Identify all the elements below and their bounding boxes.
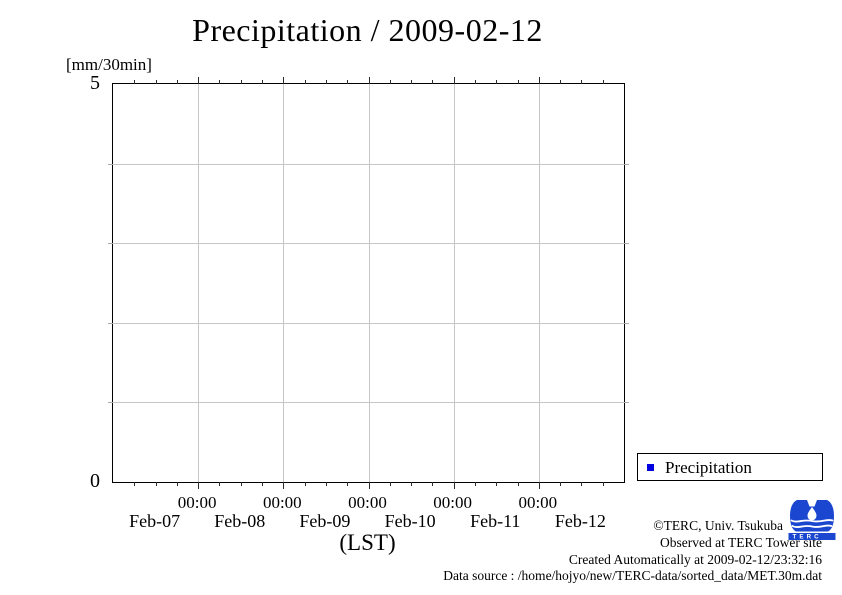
x-major-tick-bottom: [198, 482, 200, 489]
x-minor-tick-bottom: [240, 482, 242, 486]
x-day-label: Feb-12: [554, 511, 606, 531]
x-minor-tick-bottom: [602, 482, 604, 486]
x-minor-tick-top: [262, 80, 264, 84]
x-minor-tick-top: [347, 80, 349, 84]
terc-logo: TERC: [788, 500, 836, 540]
y-grid-stub-right: [624, 322, 629, 324]
x-tick-label: 00:00: [518, 493, 558, 512]
x-minor-tick-bottom: [262, 482, 264, 486]
x-day-label: Feb-10: [384, 511, 436, 531]
y-grid-stub-left: [108, 402, 113, 404]
x-minor-tick-top: [496, 80, 498, 84]
created-timestamp-text: Created Automatically at 2009-02-12/23:3…: [568, 552, 822, 567]
y-gridline: [113, 322, 624, 324]
x-minor-tick-top: [411, 80, 413, 84]
x-minor-tick-top: [304, 80, 306, 84]
x-major-tick-bottom: [283, 482, 285, 489]
x-minor-tick-bottom: [474, 482, 476, 486]
x-major-tick-top: [283, 77, 285, 84]
copyright-text: ©TERC, Univ. Tsukuba: [653, 518, 783, 533]
x-tick-label: 00:00: [177, 493, 217, 512]
y-tick-label-max: 5: [90, 72, 100, 94]
legend-marker-precipitation: [647, 463, 654, 471]
x-tick-label: 00:00: [348, 493, 387, 512]
x-minor-tick-top: [134, 80, 136, 84]
observed-site-text: Observed at TERC Tower site: [659, 535, 822, 550]
x-minor-tick-bottom: [219, 482, 221, 486]
x-minor-tick-bottom: [560, 482, 562, 486]
y-grid-stub-left: [108, 243, 113, 245]
x-major-tick-top: [368, 77, 370, 84]
x-tick-label: 00:00: [262, 493, 302, 512]
x-minor-tick-bottom: [411, 482, 413, 486]
x-minor-tick-top: [602, 80, 604, 84]
terc-logo-text: TERC: [793, 534, 822, 540]
x-minor-tick-top: [560, 80, 562, 84]
legend-label-precipitation: Precipitation: [665, 457, 752, 477]
x-tick-label: 00:00: [433, 493, 473, 512]
y-gridline: [113, 402, 624, 404]
y-grid-stub-right: [624, 402, 629, 404]
x-minor-tick-top: [389, 80, 391, 84]
y-gridline: [113, 163, 624, 165]
x-minor-tick-bottom: [517, 482, 519, 486]
x-minor-tick-top: [432, 80, 434, 84]
x-minor-tick-top: [240, 80, 242, 84]
y-grid-stub-right: [624, 163, 629, 165]
x-major-gridline: [198, 84, 200, 482]
y-gridline: [113, 243, 624, 245]
x-major-tick-bottom: [538, 482, 540, 489]
x-minor-tick-top: [474, 80, 476, 84]
x-major-gridline: [453, 84, 455, 482]
y-tick-label-min: 0: [90, 470, 100, 492]
x-minor-tick-bottom: [304, 482, 306, 486]
x-day-label: Feb-11: [470, 511, 521, 531]
x-day-label: Feb-07: [129, 511, 181, 531]
y-axis-unit-label: [mm/30min]: [66, 55, 152, 74]
legend-box: Precipitation: [637, 453, 823, 481]
x-minor-tick-top: [176, 80, 178, 84]
y-grid-stub-left: [108, 322, 113, 324]
x-minor-tick-top: [517, 80, 519, 84]
x-minor-tick-top: [155, 80, 157, 84]
plot-area: [108, 77, 629, 489]
x-major-tick-bottom: [453, 482, 455, 489]
x-major-tick-top: [453, 77, 455, 84]
x-minor-tick-bottom: [155, 482, 157, 486]
x-minor-tick-bottom: [389, 482, 391, 486]
x-minor-tick-bottom: [134, 482, 136, 486]
x-minor-tick-bottom: [176, 482, 178, 486]
x-major-tick-top: [538, 77, 540, 84]
x-minor-tick-top: [581, 80, 583, 84]
x-minor-tick-top: [325, 80, 327, 84]
x-day-label: Feb-09: [299, 511, 351, 531]
x-minor-tick-bottom: [432, 482, 434, 486]
x-minor-tick-bottom: [581, 482, 583, 486]
x-major-gridline: [283, 84, 285, 482]
x-major-gridline: [368, 84, 370, 482]
x-minor-tick-bottom: [496, 482, 498, 486]
data-source-text: Data source : /home/hojyo/new/TERC-data/…: [443, 568, 822, 583]
terc-water-drop-icon: TERC: [788, 500, 836, 540]
x-major-tick-bottom: [368, 482, 370, 489]
x-major-tick-top: [198, 77, 200, 84]
x-minor-tick-bottom: [347, 482, 349, 486]
y-grid-stub-left: [108, 163, 113, 165]
x-major-gridline: [538, 84, 540, 482]
x-day-label: Feb-08: [214, 511, 266, 531]
y-grid-stub-right: [624, 243, 629, 245]
x-axis-label: (LST): [339, 530, 396, 555]
x-minor-tick-bottom: [325, 482, 327, 486]
chart-title: Precipitation / 2009-02-12: [192, 12, 543, 48]
x-minor-tick-top: [219, 80, 221, 84]
